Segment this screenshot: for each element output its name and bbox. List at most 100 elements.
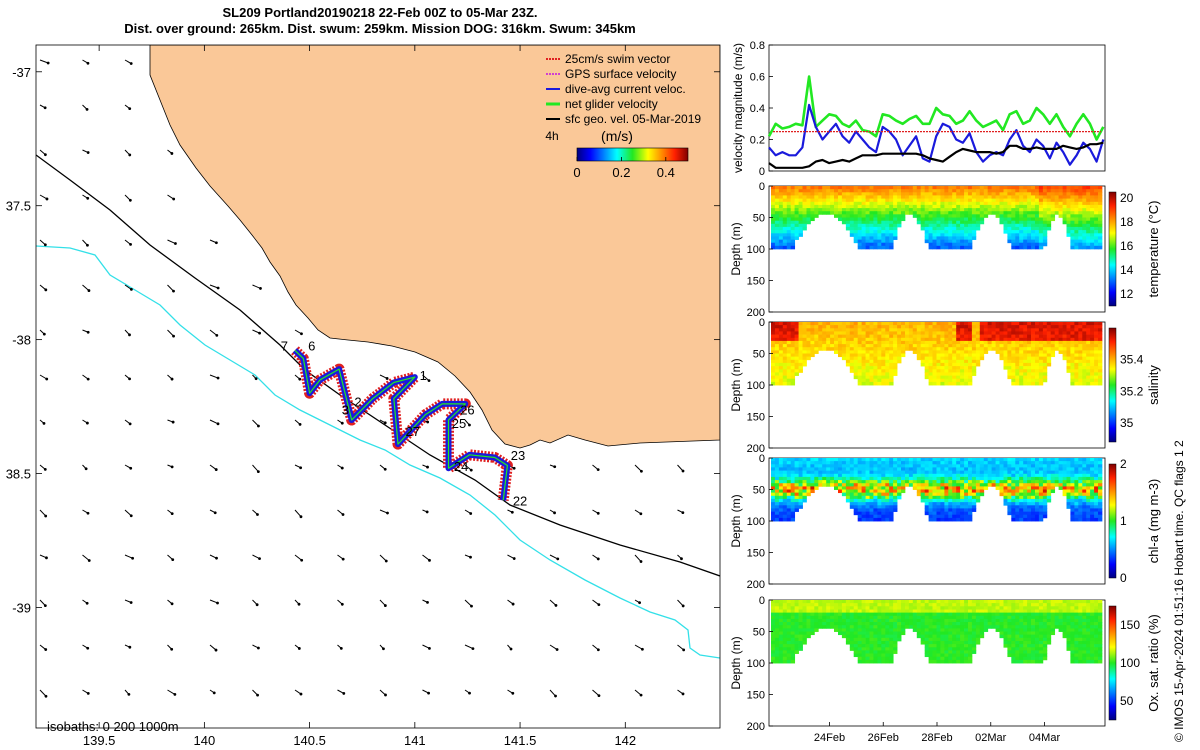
section-heatmap-cell bbox=[853, 637, 859, 642]
section-heatmap-cell bbox=[1070, 458, 1075, 462]
section-heatmap-cell bbox=[798, 230, 803, 234]
section-heatmap-cell bbox=[1027, 381, 1032, 386]
velocity-ylabel: velocity magnitude (m/s) bbox=[731, 43, 745, 173]
section-heatmap-cell bbox=[1090, 331, 1095, 335]
section-heatmap-cell bbox=[790, 337, 796, 342]
section-heatmap-cell bbox=[1038, 489, 1044, 494]
section-heatmap-cell bbox=[771, 236, 776, 240]
section-heatmap-cell bbox=[841, 201, 847, 206]
geo-velocity-arrowhead bbox=[259, 287, 262, 290]
section-heatmap-cell bbox=[849, 369, 855, 373]
section-heatmap-cell bbox=[1031, 344, 1036, 348]
section-heatmap-cell bbox=[932, 217, 937, 222]
section-heatmap-cell bbox=[771, 480, 776, 484]
section-heatmap-cell bbox=[822, 211, 827, 215]
section-heatmap-cell bbox=[877, 347, 882, 351]
section-heatmap-cell bbox=[975, 331, 981, 335]
section-heatmap-cell bbox=[857, 334, 863, 339]
section-heatmap-cell bbox=[1042, 226, 1048, 231]
section-heatmap-cell bbox=[1098, 366, 1103, 370]
section-heatmap-cell bbox=[968, 366, 973, 370]
section-heatmap-cell bbox=[1031, 328, 1036, 332]
section-heatmap-cell bbox=[960, 223, 965, 228]
section-heatmap-cell bbox=[1027, 350, 1032, 354]
section-heatmap-cell bbox=[1007, 186, 1012, 190]
section-heatmap-cell bbox=[771, 458, 776, 462]
section-heatmap-cell bbox=[1090, 458, 1095, 462]
section-heatmap-cell bbox=[1086, 201, 1091, 206]
section-heatmap-cell bbox=[1019, 242, 1024, 247]
section-heatmap-cell bbox=[1086, 492, 1091, 497]
section-heatmap-cell bbox=[798, 350, 803, 354]
geo-velocity-arrowhead bbox=[42, 332, 46, 336]
section-heatmap-cell bbox=[794, 350, 799, 354]
geo-velocity-arrow bbox=[252, 419, 259, 427]
section-heatmap-cell bbox=[1054, 458, 1060, 462]
section-heatmap-cell bbox=[1015, 214, 1020, 218]
section-heatmap-cell bbox=[987, 208, 993, 212]
section-heatmap-cell bbox=[1074, 372, 1079, 376]
section-heatmap-cell bbox=[818, 609, 823, 614]
section-heatmap-cell bbox=[818, 334, 823, 339]
section-heatmap-cell bbox=[936, 505, 941, 509]
section-heatmap-cell bbox=[869, 378, 874, 383]
section-heatmap-cell bbox=[932, 214, 937, 218]
section-heatmap-cell bbox=[983, 331, 989, 335]
section-heatmap-cell bbox=[1023, 511, 1028, 516]
section-heatmap-cell bbox=[877, 461, 882, 465]
section-heatmap-cell bbox=[971, 480, 977, 484]
section-heatmap-cell bbox=[845, 331, 851, 335]
section-heatmap-cell bbox=[861, 508, 866, 512]
section-heatmap-cell bbox=[802, 337, 807, 342]
section-heatmap-cell bbox=[838, 603, 843, 607]
section-heatmap-cell bbox=[885, 369, 890, 373]
section-heatmap-cell bbox=[865, 461, 870, 465]
section-heatmap-cell bbox=[782, 344, 788, 348]
section-heatmap-cell bbox=[1070, 331, 1075, 335]
section-heatmap-cell bbox=[991, 328, 996, 332]
section-heatmap-cell bbox=[881, 470, 886, 475]
section-heatmap-cell bbox=[944, 340, 949, 345]
section-heatmap-cell bbox=[1031, 359, 1036, 364]
section-heatmap-cell bbox=[838, 201, 843, 206]
section-heatmap-cell bbox=[905, 189, 910, 193]
section-heatmap-cell bbox=[1086, 359, 1091, 364]
section-ytick-label: 50 bbox=[753, 485, 765, 497]
section-heatmap-cell bbox=[1094, 245, 1099, 250]
section-heatmap-cell bbox=[814, 211, 819, 215]
section-heatmap-cell bbox=[849, 189, 855, 193]
section-heatmap-cell bbox=[897, 350, 902, 354]
section-heatmap-cell bbox=[893, 223, 898, 228]
section-heatmap-cell bbox=[794, 498, 799, 503]
section-heatmap-cell bbox=[782, 473, 788, 478]
section-heatmap-cell bbox=[861, 489, 866, 494]
section-heatmap-cell bbox=[1086, 198, 1091, 203]
section-heatmap-cell bbox=[845, 362, 851, 367]
section-heatmap-cell bbox=[897, 353, 902, 358]
geo-velocity-arrowhead bbox=[425, 510, 429, 514]
section-heatmap-cell bbox=[1098, 239, 1103, 244]
geo-velocity-arrowhead bbox=[556, 557, 560, 561]
section-heatmap-cell bbox=[861, 495, 866, 500]
section-heatmap-cell bbox=[873, 641, 878, 645]
section-heatmap-cell bbox=[853, 334, 859, 339]
section-heatmap-cell bbox=[810, 214, 815, 218]
section-heatmap-cell bbox=[1038, 220, 1044, 225]
section-heatmap-cell bbox=[802, 186, 807, 190]
section-heatmap-cell bbox=[1046, 470, 1052, 475]
section-heatmap-cell bbox=[1027, 226, 1032, 231]
section-heatmap-cell bbox=[790, 641, 796, 645]
section-heatmap-cell bbox=[999, 347, 1004, 351]
section-heatmap-cell bbox=[1038, 375, 1044, 380]
section-heatmap-cell bbox=[814, 347, 819, 351]
section-heatmap-cell bbox=[1050, 192, 1056, 196]
section-heatmap-cell bbox=[830, 334, 835, 339]
section-heatmap-cell bbox=[771, 334, 776, 339]
section-heatmap-cell bbox=[960, 233, 965, 237]
section-heatmap-cell bbox=[865, 473, 870, 478]
section-heatmap-cell bbox=[1015, 337, 1020, 342]
section-heatmap-cell bbox=[782, 239, 788, 244]
section-heatmap-cell bbox=[794, 606, 799, 610]
section-heatmap-cell bbox=[1046, 467, 1052, 471]
